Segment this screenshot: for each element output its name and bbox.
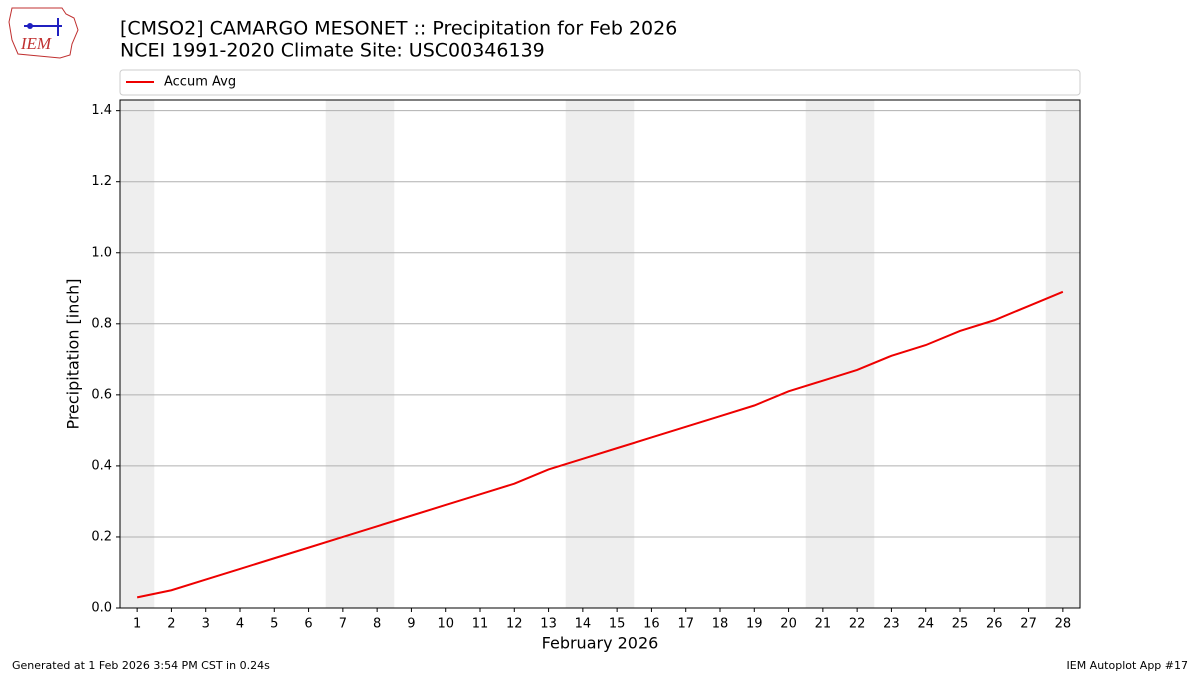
x-tick-label: 16 — [643, 617, 660, 632]
weekend-shade — [805, 100, 875, 608]
x-axis-label: February 2026 — [542, 634, 659, 653]
y-tick-label: 1.0 — [91, 245, 112, 260]
weekend-shade — [325, 100, 395, 608]
weekend-shade — [120, 100, 155, 608]
x-tick-label: 4 — [236, 617, 244, 632]
x-tick-label: 19 — [746, 617, 763, 632]
x-tick-label: 6 — [304, 617, 312, 632]
chart-title: [CMSO2] CAMARGO MESONET :: Precipitation… — [120, 18, 677, 40]
x-tick-label: 15 — [609, 617, 626, 632]
x-tick-label: 21 — [815, 617, 832, 632]
y-tick-label: 1.2 — [91, 174, 112, 189]
x-tick-label: 13 — [540, 617, 557, 632]
x-tick-label: 7 — [339, 617, 347, 632]
x-tick-label: 12 — [506, 617, 523, 632]
x-tick-label: 11 — [472, 617, 489, 632]
x-tick-label: 3 — [202, 617, 210, 632]
y-tick-label: 0.2 — [91, 529, 112, 544]
weekend-shade — [1045, 100, 1080, 608]
x-tick-label: 5 — [270, 617, 278, 632]
y-tick-label: 1.4 — [91, 103, 112, 118]
legend-label: Accum Avg — [164, 75, 236, 90]
x-tick-label: 17 — [677, 617, 694, 632]
x-tick-label: 10 — [437, 617, 454, 632]
x-tick-label: 24 — [917, 617, 934, 632]
x-tick-label: 23 — [883, 617, 900, 632]
x-tick-label: 26 — [986, 617, 1003, 632]
x-tick-label: 25 — [952, 617, 969, 632]
y-axis-label: Precipitation [inch] — [64, 278, 83, 429]
y-tick-label: 0.8 — [91, 316, 112, 331]
plot-frame — [119, 99, 1081, 609]
y-tick-label: 0.4 — [91, 458, 112, 473]
logo-text: IEM — [20, 34, 52, 53]
x-tick-label: 27 — [1020, 617, 1037, 632]
data-line — [136, 290, 1064, 599]
x-tick-label: 28 — [1055, 617, 1072, 632]
footer-left: Generated at 1 Feb 2026 3:54 PM CST in 0… — [12, 659, 270, 672]
x-tick-label: 20 — [780, 617, 797, 632]
x-tick-label: 1 — [133, 617, 141, 632]
x-tick-label: 8 — [373, 617, 381, 632]
x-tick-label: 2 — [167, 617, 175, 632]
x-tick-label: 22 — [849, 617, 866, 632]
logo: IEM — [8, 7, 79, 59]
x-tick-label: 14 — [575, 617, 592, 632]
y-tick-label: 0.0 — [91, 601, 112, 616]
chart-subtitle: NCEI 1991-2020 Climate Site: USC00346139 — [120, 40, 545, 62]
x-tick-label: 18 — [712, 617, 729, 632]
legend-box — [119, 69, 1081, 96]
footer-right: IEM Autoplot App #17 — [1067, 659, 1189, 672]
weekend-shade — [565, 100, 635, 608]
x-tick-label: 9 — [407, 617, 415, 632]
y-tick-label: 0.6 — [91, 387, 112, 402]
